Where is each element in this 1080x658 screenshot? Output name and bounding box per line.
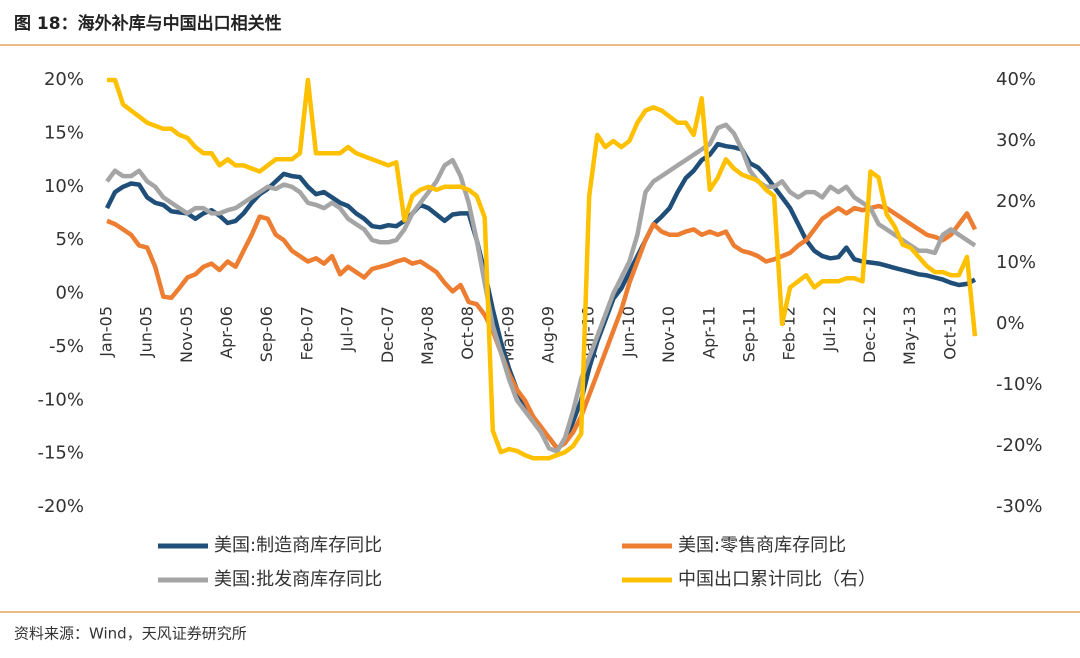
- y-tick-label: 5%: [55, 229, 84, 250]
- legend-label: 美国:批发商库存同比: [214, 569, 382, 590]
- x-tick-label: May-13: [900, 306, 919, 365]
- x-tick-label: Aug-09: [539, 306, 558, 363]
- x-tick-label: Jun-05: [137, 306, 156, 358]
- y-tick-label: -20%: [37, 496, 84, 517]
- x-tick-label: Jun-10: [619, 306, 638, 358]
- x-tick-label: Nov-10: [659, 306, 678, 363]
- chart-title: 图 18：海外补库与中国出口相关性: [14, 13, 282, 34]
- x-tick-label: Dec-07: [378, 306, 397, 363]
- series-line: [105, 122, 977, 454]
- source-note: 资料来源：Wind，天风证券研究所: [14, 625, 247, 643]
- x-tick-label: Jul-12: [820, 306, 839, 352]
- x-tick-label: Apr-11: [699, 306, 718, 359]
- x-tick-label: Nov-05: [177, 306, 196, 363]
- y2-tick-label: 40%: [996, 69, 1036, 90]
- y-tick-label: 20%: [44, 69, 84, 90]
- x-tick-label: Feb-07: [297, 306, 316, 360]
- x-tick-label: Dec-12: [860, 306, 879, 363]
- y-tick-label: -10%: [37, 389, 84, 410]
- y2-tick-label: 10%: [996, 252, 1036, 273]
- y2-tick-label: -10%: [996, 374, 1043, 395]
- series-line: [107, 77, 978, 461]
- legend-label: 美国:制造商库存同比: [214, 535, 382, 556]
- x-tick-label: Apr-06: [217, 306, 236, 359]
- y-tick-label: 0%: [55, 283, 84, 304]
- x-tick-label: May-08: [418, 306, 437, 365]
- series-line: [106, 203, 978, 451]
- x-tick-label: Jul-07: [338, 306, 357, 352]
- x-tick-label: Oct-08: [458, 306, 477, 360]
- y-tick-label: 10%: [44, 176, 84, 197]
- y-tick-label: -15%: [37, 443, 84, 464]
- y2-tick-label: -30%: [996, 496, 1043, 517]
- y2-tick-label: 0%: [996, 313, 1025, 334]
- y-tick-label: 15%: [44, 122, 84, 143]
- x-tick-label: Oct-13: [940, 306, 959, 360]
- y2-tick-label: -20%: [996, 435, 1043, 456]
- legend-label: 美国:零售商库存同比: [678, 535, 846, 556]
- x-tick-label: Sep-11: [739, 306, 758, 362]
- legend-label: 中国出口累计同比（右）: [678, 569, 876, 590]
- y2-tick-label: 20%: [996, 191, 1036, 212]
- y2-tick-label: 30%: [996, 130, 1036, 151]
- y-tick-label: -5%: [49, 336, 84, 357]
- x-tick-label: Jan-05: [97, 306, 116, 358]
- x-tick-label: Sep-06: [257, 306, 276, 362]
